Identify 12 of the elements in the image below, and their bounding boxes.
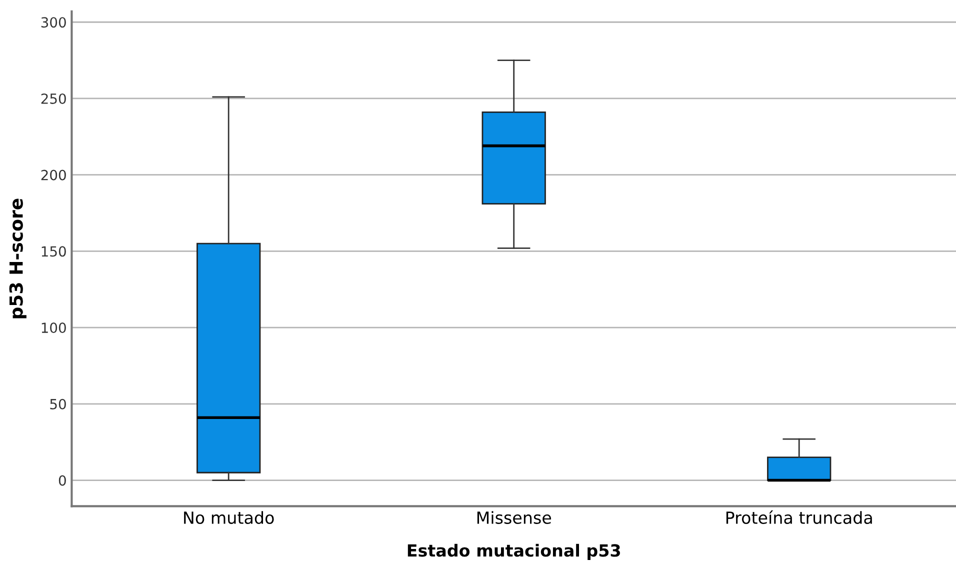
y-axis-title: p53 H-score (9, 198, 26, 318)
y-tick-label: 0 (58, 475, 66, 486)
x-tick-label: Missense (477, 511, 552, 524)
x-axis-title: Estado mutacional p53 (408, 544, 620, 560)
y-tick-label: 50 (50, 398, 66, 410)
y-tick-label: 300 (41, 17, 66, 28)
y-tick-label: 100 (42, 322, 66, 334)
x-tick-label: No mutado (184, 511, 274, 524)
y-tick-label: 250 (41, 93, 66, 104)
y-tick-label: 150 (42, 246, 66, 257)
y-tick-label: 200 (41, 170, 66, 180)
x-tick-label: Proteína truncada (726, 510, 872, 524)
